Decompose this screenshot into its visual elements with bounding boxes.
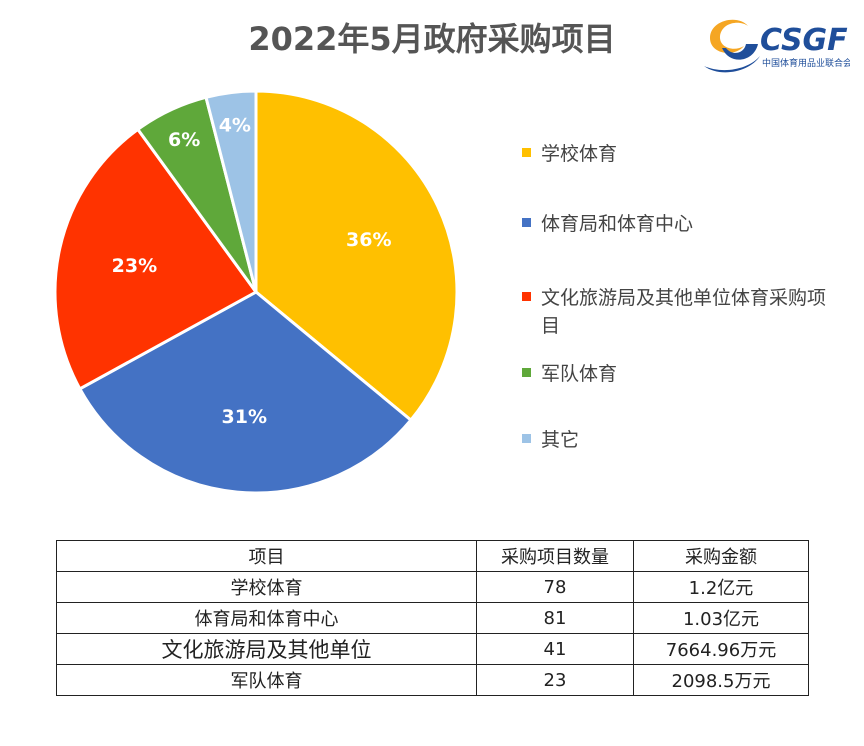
table-row: 军队体育 23 2098.5万元 (56, 664, 809, 696)
table-header-row: 项目 采购项目数量 采购金额 (56, 540, 809, 572)
table-header-count: 采购项目数量 (476, 540, 634, 572)
legend-label: 文化旅游局及其他单位体育采购项目 (541, 287, 827, 337)
legend-label: 军队体育 (541, 363, 618, 385)
table-cell-project: 体育局和体育中心 (56, 602, 477, 634)
table-cell-count: 81 (476, 602, 634, 634)
procurement-table: 项目 采购项目数量 采购金额 学校体育 78 1.2亿元 体育局和体育中心 81… (56, 540, 809, 696)
pie-chart: 36% 31% 23% 6% 4% (53, 89, 459, 495)
legend-swatch (522, 368, 531, 377)
svg-text:CSGF: CSGF (760, 23, 848, 58)
table-cell-count: 23 (476, 664, 634, 696)
logo-swoosh-navy (722, 44, 758, 60)
legend-label: 学校体育 (541, 143, 618, 165)
table-cell-project: 文化旅游局及其他单位 (56, 633, 477, 665)
pie-data-label: 36% (346, 229, 391, 251)
table-row: 体育局和体育中心 81 1.03亿元 (56, 602, 809, 634)
pie-data-label: 6% (168, 129, 200, 151)
csgf-logo: CSGF 中国体育用品业联合会 (704, 19, 850, 73)
pie-data-label: 31% (222, 406, 267, 428)
legend-item: 学校体育 (522, 140, 831, 168)
pie-data-label: 23% (112, 255, 157, 277)
pie-slice (53, 127, 259, 391)
legend-item: 体育局和体育中心 (522, 210, 831, 238)
table-cell-project: 军队体育 (56, 664, 477, 696)
table-cell-amount: 7664.96万元 (633, 633, 809, 665)
pie-slice (204, 89, 258, 293)
table-cell-amount: 1.2亿元 (633, 571, 809, 603)
table-header-amount: 采购金额 (633, 540, 809, 572)
legend-label: 体育局和体育中心 (541, 213, 694, 235)
legend-item: 文化旅游局及其他单位体育采购项目 (522, 284, 831, 340)
table-cell-amount: 1.03亿元 (633, 602, 809, 634)
legend-item: 军队体育 (522, 360, 831, 388)
pie-data-label: 4% (219, 114, 251, 136)
table-cell-count: 78 (476, 571, 634, 603)
page-title: 2022年5月政府采购项目 (248, 20, 616, 58)
table-cell-count: 41 (476, 633, 634, 665)
legend-swatch (522, 218, 531, 227)
table-row: 文化旅游局及其他单位 41 7664.96万元 (56, 633, 809, 665)
legend-swatch (522, 148, 531, 157)
table-cell-amount: 2098.5万元 (633, 664, 809, 696)
pie-slice (254, 89, 459, 423)
svg-text:中国体育用品业联合会: 中国体育用品业联合会 (762, 57, 850, 69)
legend-label: 其它 (541, 429, 580, 451)
pie-slice (77, 290, 413, 495)
logo-swoosh-orange (710, 19, 748, 53)
table-cell-project: 学校体育 (56, 571, 477, 603)
legend-item: 其它 (522, 426, 831, 454)
table-header-project: 项目 (56, 540, 477, 572)
legend-swatch (522, 292, 531, 301)
legend-swatch (522, 434, 531, 443)
table-row: 学校体育 78 1.2亿元 (56, 571, 809, 603)
